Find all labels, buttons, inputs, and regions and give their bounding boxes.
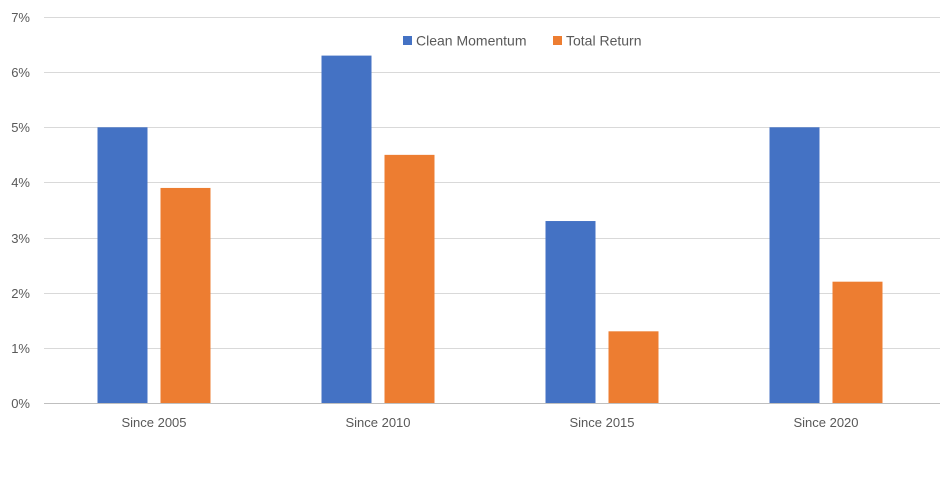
x-tick-label: Since 2020 bbox=[793, 415, 858, 430]
bar-clean-momentum bbox=[321, 55, 372, 403]
legend-swatch bbox=[553, 36, 562, 45]
legend-item: Clean Momentum bbox=[403, 33, 527, 49]
x-tick-label: Since 2015 bbox=[569, 415, 634, 430]
y-tick-label: 1% bbox=[11, 341, 30, 356]
legend-item: Total Return bbox=[553, 33, 641, 49]
bar-total-return bbox=[608, 331, 659, 403]
y-tick-label: 4% bbox=[11, 175, 30, 190]
x-axis-tick-labels: Since 2005 Since 2010 Since 2015 Since 2020 bbox=[121, 415, 858, 430]
bar-clean-momentum bbox=[97, 127, 148, 404]
y-axis-tick-labels: 0% 1% 2% 3% 4% 5% 6% 7% bbox=[11, 10, 30, 411]
legend-label: Clean Momentum bbox=[416, 33, 527, 49]
y-tick-label: 0% bbox=[11, 396, 30, 411]
y-tick-label: 3% bbox=[11, 231, 30, 246]
legend-label: Total Return bbox=[566, 33, 641, 49]
bar-clean-momentum bbox=[545, 221, 596, 403]
x-tick-label: Since 2010 bbox=[345, 415, 410, 430]
bar-total-return bbox=[160, 187, 211, 403]
bar-total-return bbox=[384, 154, 435, 403]
y-tick-label: 6% bbox=[11, 65, 30, 80]
y-tick-label: 2% bbox=[11, 286, 30, 301]
legend-swatch bbox=[403, 36, 412, 45]
bars bbox=[97, 55, 883, 404]
y-tick-label: 5% bbox=[11, 120, 30, 135]
y-tick-label: 7% bbox=[11, 10, 30, 25]
x-tick-label: Since 2005 bbox=[121, 415, 186, 430]
bar-clean-momentum bbox=[769, 127, 820, 404]
bar-total-return bbox=[832, 281, 883, 403]
legend: Clean Momentum Total Return bbox=[403, 33, 641, 49]
